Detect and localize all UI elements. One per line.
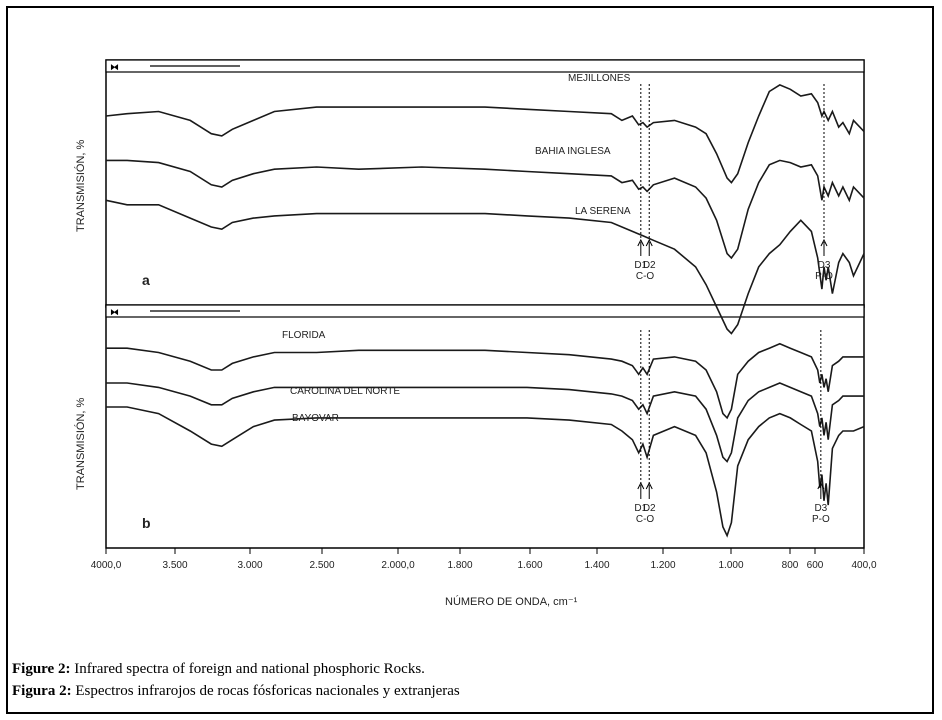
figure-caption: Figure 2: Infrared spectra of foreign an… (12, 658, 460, 702)
x-tick-label-12: 400,0 (851, 560, 876, 571)
x-tick-label-4: 2.000,0 (381, 560, 415, 571)
annotation-group-p-o: P-O (812, 514, 830, 525)
panel-b-frame (105, 304, 865, 549)
series-line-la-serena (105, 199, 865, 335)
panel-a-toolbar (105, 59, 865, 73)
caption-line-es: Figura 2: Espectros infrarojos de rocas … (12, 680, 460, 702)
series-line-mejillones (105, 84, 865, 184)
panel-b-ylabel: TRANSMISIÓN, % (74, 397, 87, 490)
x-tick-label-7: 1.400 (584, 560, 609, 571)
series-line-florida (106, 342, 864, 420)
caption-line-en: Figure 2: Infrared spectra of foreign an… (12, 658, 460, 680)
panel-a-frame (105, 59, 865, 308)
panel-b-toolbar (105, 304, 865, 318)
series-line-carolina-del-norte (106, 382, 864, 463)
x-tick-label-10: 800 (782, 560, 799, 571)
panel-b-toolbar-icon: ⧓ (110, 307, 119, 317)
caption-text-es: Espectros infrarojos de rocas fósforicas… (71, 683, 460, 699)
annotation-label-d3: D3 (818, 260, 831, 271)
panel-a-ylabel: TRANSMISIÓN, % (74, 139, 87, 232)
series-label-carolina-del-norte: CAROLINA DEL NORTE (290, 386, 400, 397)
series-label-bahia-inglesa: BAHIA INGLESA (535, 146, 611, 157)
x-tick-label-1: 3.500 (162, 560, 187, 571)
x-tick-label-6: 1.600 (517, 560, 542, 571)
x-tick-label-5: 1.800 (447, 560, 472, 571)
series-line-bahia-inglesa (106, 159, 865, 260)
annotation-label-d3: D3 (814, 503, 827, 514)
x-tick-label-3: 2.500 (309, 560, 334, 571)
annotation-label-d2: D2 (643, 503, 656, 514)
annotation-group-p-o: P-O (815, 271, 833, 282)
annotation-group-c-o: C-O (636, 514, 655, 525)
annotation-label-d1: D1 (634, 503, 647, 514)
panel-b-label: b (142, 515, 151, 531)
x-tick-label-11: 600 (807, 560, 824, 571)
x-axis-label: NÚMERO DE ONDA, cm⁻¹ (445, 595, 578, 608)
x-tick-label-2: 3.000 (237, 560, 262, 571)
x-tick-label-9: 1.000 (718, 560, 743, 571)
caption-label-es: Figura 2: (12, 683, 72, 699)
x-tick-label-8: 1.200 (650, 560, 675, 571)
figure-frame (6, 6, 934, 714)
panel-a-toolbar-icon: ⧓ (110, 62, 119, 72)
annotation-arrowhead-d2 (645, 238, 653, 247)
series-line-bayovar (106, 406, 865, 538)
caption-label-en: Figure 2: (12, 661, 71, 677)
annotation-arrowhead-d1 (637, 481, 645, 490)
x-tick-label-0: 4000,0 (91, 560, 122, 571)
annotation-arrowhead-d3 (817, 481, 825, 490)
caption-text-en: Infrared spectra of foreign and national… (70, 661, 425, 677)
series-label-bayovar: BAYOVAR (292, 413, 339, 424)
series-label-mejillones: MEJILLONES (568, 73, 631, 84)
series-label-florida: FLORIDA (282, 330, 326, 341)
annotation-arrowhead-d2 (645, 481, 653, 490)
panel-a-label: a (142, 272, 150, 288)
annotation-label-d2: D2 (643, 260, 656, 271)
annotation-arrowhead-d3 (820, 238, 828, 247)
annotation-label-d1: D1 (634, 260, 647, 271)
annotation-arrowhead-d1 (637, 238, 645, 247)
annotation-group-c-o: C-O (636, 271, 655, 282)
series-label-la-serena: LA SERENA (575, 206, 631, 217)
